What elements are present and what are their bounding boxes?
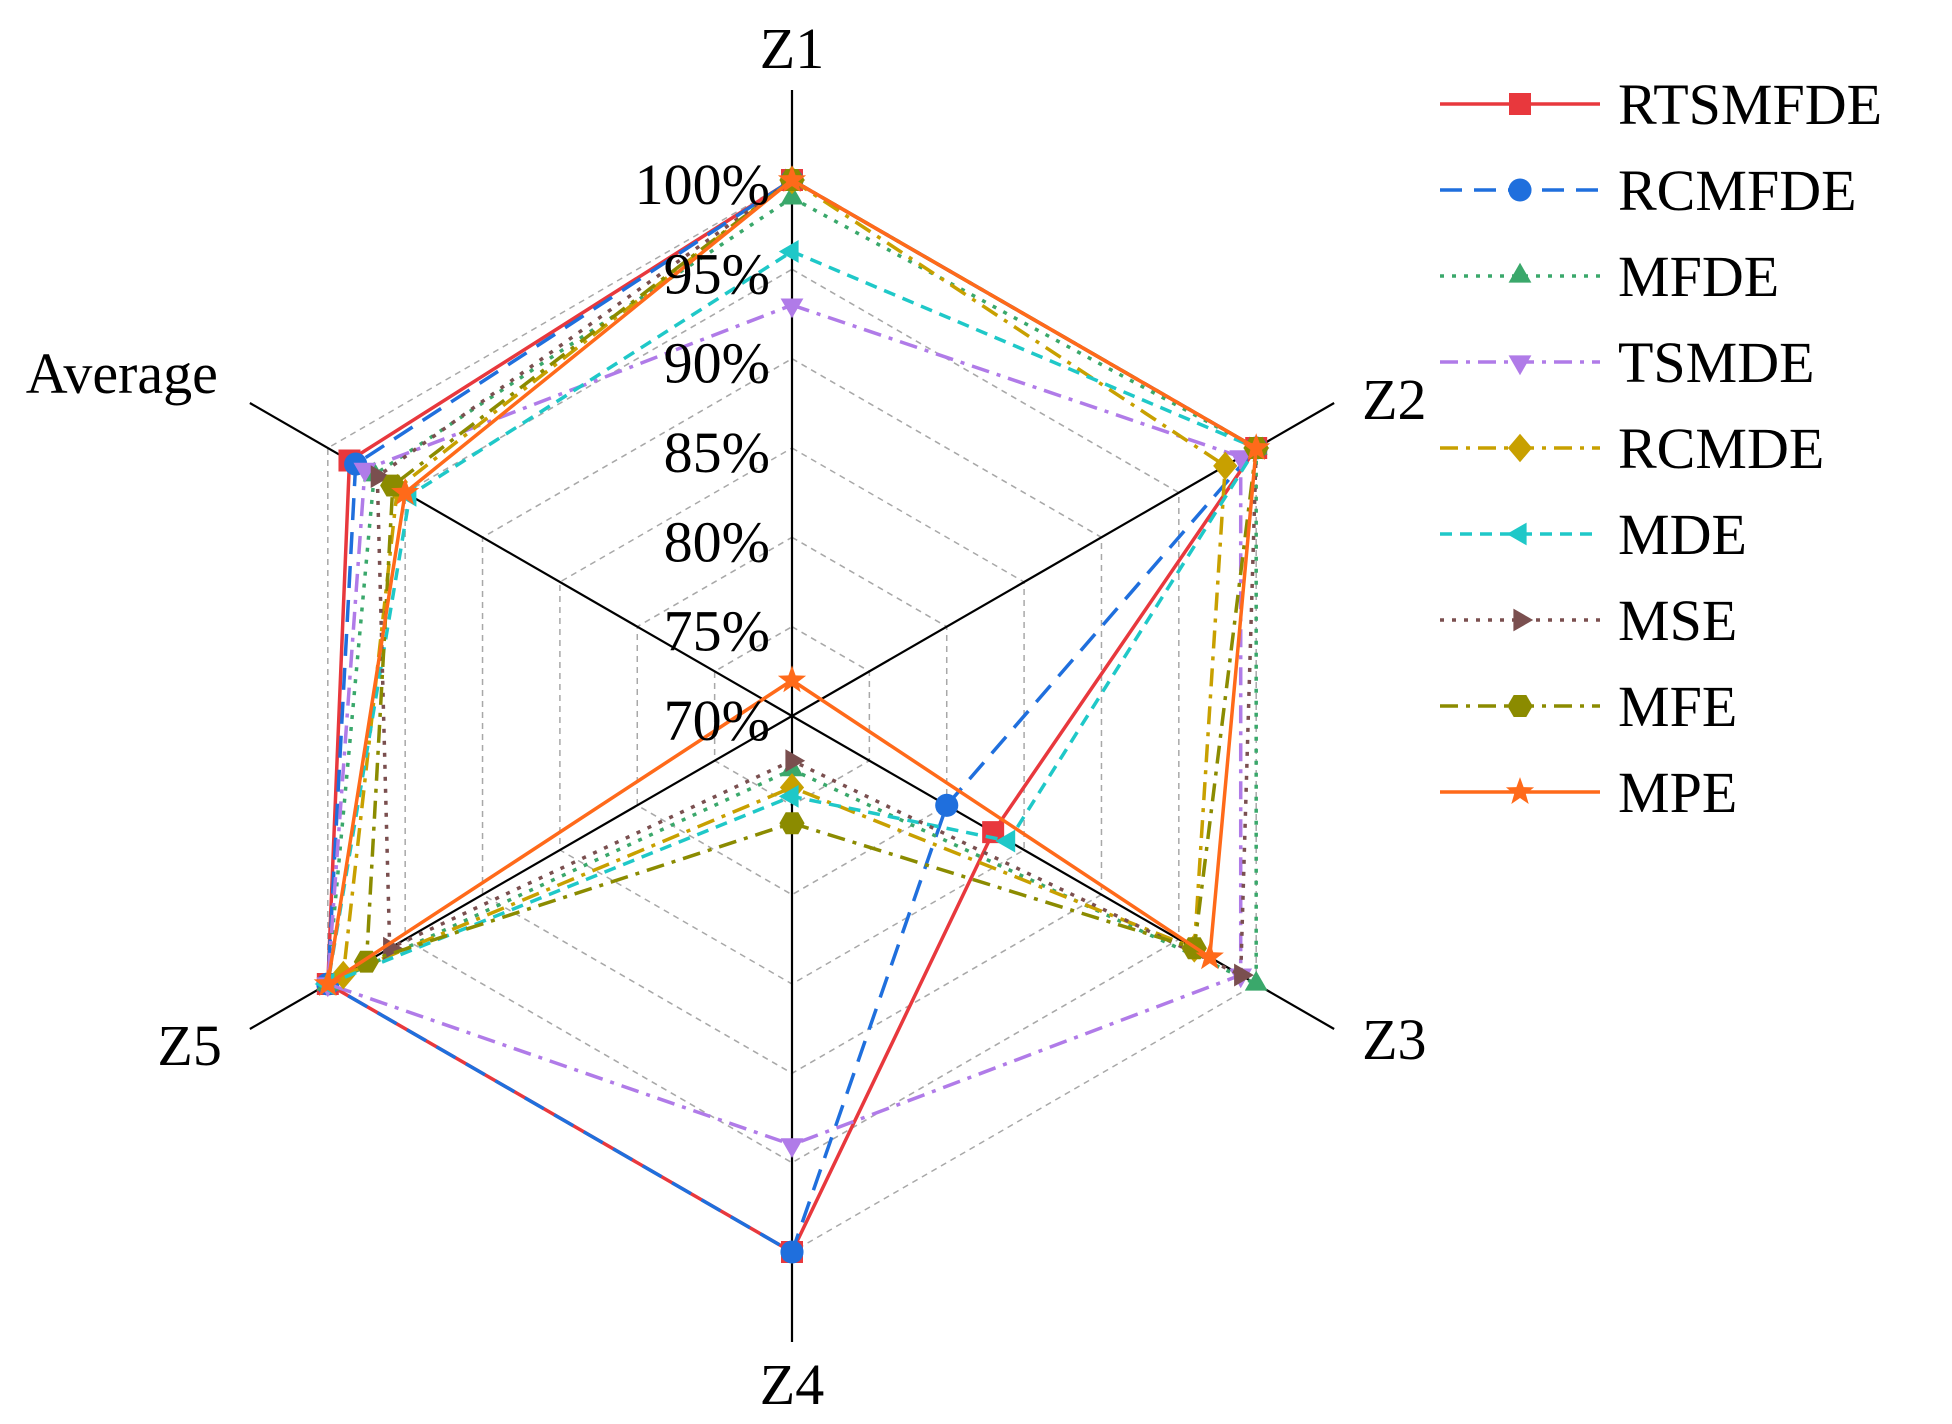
legend-marker-TSMDE [1508, 355, 1532, 376]
legend-marker-MFDE [1508, 262, 1532, 283]
legend-label-MFDE: MFDE [1618, 244, 1779, 309]
series-line-MFE [364, 178, 1258, 964]
legend-label-MDE: MDE [1618, 502, 1747, 567]
point-TSMDE-Z4 [780, 1138, 804, 1158]
point-RCMFDE-Z4 [780, 1240, 804, 1264]
point-MSE-Z3 [1234, 963, 1254, 987]
axis-label-Z3: Z3 [1362, 1007, 1426, 1072]
point-MDE-Z1 [778, 240, 799, 263]
tick-label-70: 70% [664, 688, 770, 753]
legend-item-MFDE: MFDE [1440, 244, 1779, 309]
axis-label-Average: Average [26, 341, 218, 406]
tick-label-100: 100% [635, 152, 770, 217]
legend-item-MFE: MFE [1440, 674, 1737, 739]
series-MPE [313, 165, 1271, 996]
legend-marker-RTSMFDE [1509, 93, 1531, 115]
legend-label-RCMDE: RCMDE [1618, 416, 1824, 481]
tick-label-80: 80% [664, 509, 770, 574]
legend-marker-MFE [1507, 695, 1533, 717]
legend: RTSMFDE RCMFDE MFDE TSMDE RCMDE MDE MSE MFE MPE [1440, 72, 1882, 825]
point-TSMDE-Average [353, 462, 377, 483]
point-RCMDE-Z2 [1213, 451, 1238, 481]
point-MPE-Z5 [313, 969, 342, 996]
point-MSE-Average [370, 465, 391, 488]
point-MDE-Z3 [995, 829, 1016, 853]
point-MPE-Average [391, 477, 420, 505]
point-MFE-Z4 [779, 812, 805, 835]
legend-item-MSE: MSE [1440, 588, 1737, 653]
radar-tick-labels: 70% 75% 80% 85% 90% 95% 100% [635, 152, 770, 753]
legend-marker-RCMDE [1507, 433, 1533, 463]
tick-label-75: 75% [664, 599, 770, 664]
legend-label-TSMDE: TSMDE [1618, 330, 1815, 395]
point-MFDE-Z1 [780, 184, 804, 205]
radar-axis-labels: Z1 Z2 Z3 Z4 Z5 Average [26, 16, 1427, 1417]
point-RCMDE-Z4 [779, 773, 805, 802]
legend-label-RTSMFDE: RTSMFDE [1618, 72, 1882, 137]
legend-label-MSE: MSE [1618, 588, 1737, 653]
axis-label-Z2: Z2 [1362, 367, 1426, 432]
legend-marker-MPE [1505, 777, 1535, 804]
point-MSE-Z4 [785, 749, 806, 773]
radar-series [313, 165, 1271, 1264]
axis-line-Z3-Average [249, 402, 1335, 1030]
tick-label-90: 90% [664, 331, 770, 396]
legend-item-RTSMFDE: RTSMFDE [1440, 72, 1882, 137]
point-TSMDE-Z2 [1229, 450, 1253, 471]
point-MPE-Z2 [1242, 433, 1271, 460]
series-line-MSE [375, 178, 1258, 977]
point-TSMDE-Z1 [780, 298, 804, 319]
axis-label-Z5: Z5 [157, 1013, 221, 1078]
legend-item-RCMFDE: RCMFDE [1440, 158, 1857, 223]
point-MDE-Z4 [778, 785, 799, 808]
point-MPE-Z4 [777, 665, 807, 693]
legend-marker-MDE [1506, 522, 1527, 546]
series-MSE [370, 168, 1270, 987]
legend-marker-RCMFDE [1508, 178, 1532, 202]
legend-item-RCMDE: RCMDE [1440, 416, 1824, 481]
legend-label-RCMFDE: RCMFDE [1618, 158, 1857, 223]
legend-label-MPE: MPE [1618, 760, 1737, 825]
series-MFE [353, 169, 1269, 973]
series-TSMDE [316, 298, 1253, 1158]
legend-item-MDE: MDE [1440, 502, 1747, 567]
legend-item-TSMDE: TSMDE [1440, 330, 1815, 395]
legend-label-MFE: MFE [1618, 674, 1737, 739]
legend-item-MPE: MPE [1440, 760, 1737, 825]
tick-label-85: 85% [664, 420, 770, 485]
point-MPE-Z3 [1195, 942, 1224, 970]
legend-marker-MSE [1513, 608, 1534, 632]
axis-label-Z1: Z1 [760, 16, 824, 81]
axis-label-Z4: Z4 [760, 1352, 824, 1417]
point-RCMFDE-Z3 [935, 793, 959, 817]
tick-label-95: 95% [664, 241, 770, 306]
series-MDE [314, 240, 1263, 996]
point-MFDE-Z3 [1244, 970, 1268, 991]
point-MPE-Z1 [777, 165, 807, 192]
